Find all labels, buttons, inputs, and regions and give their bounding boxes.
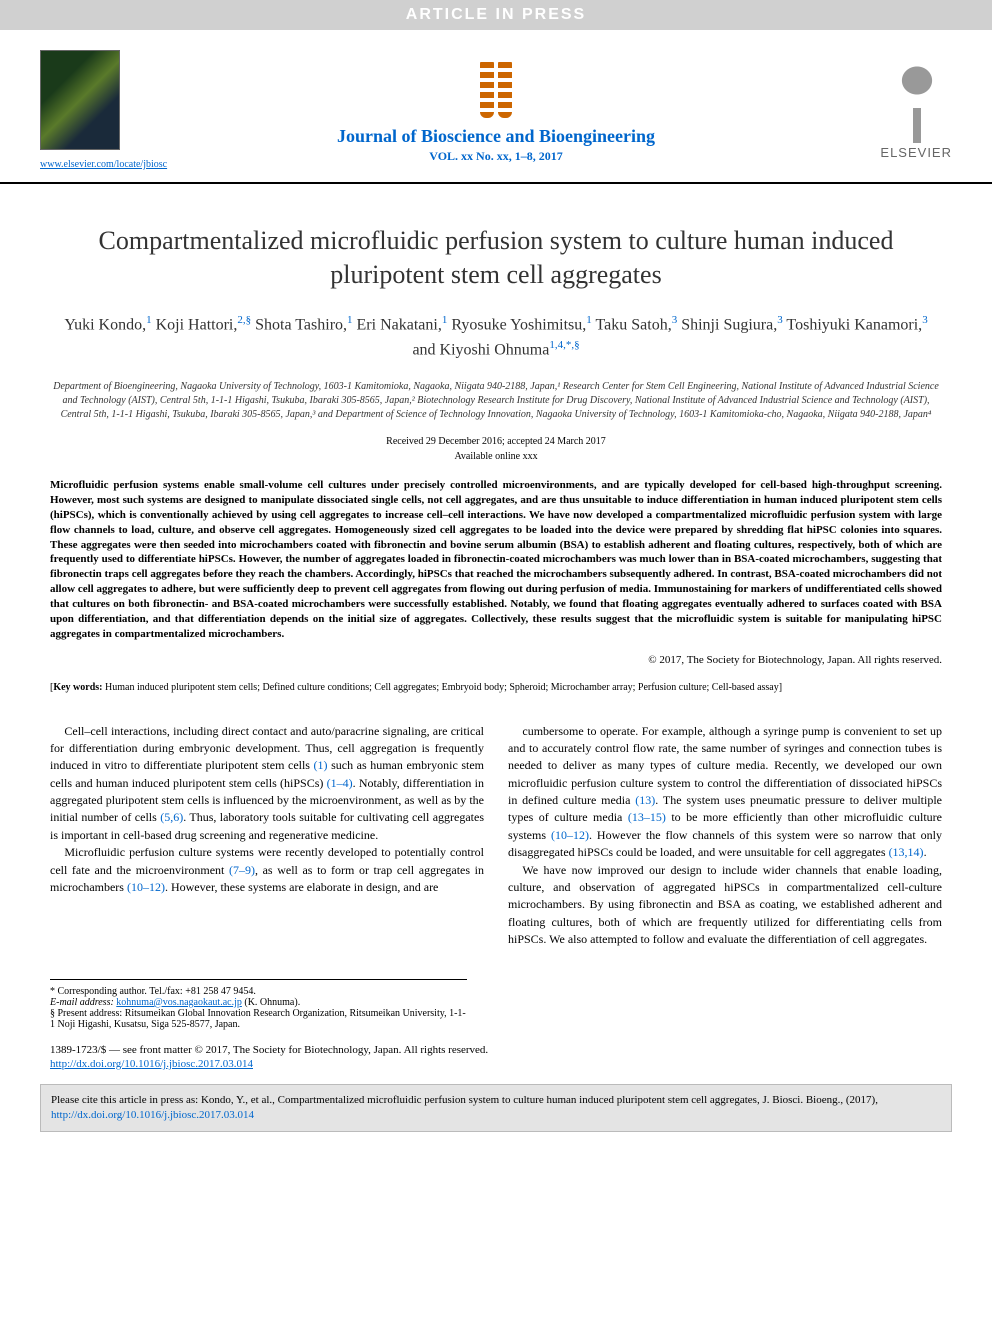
body-text: Cell–cell interactions, including direct…	[0, 713, 992, 969]
corresponding-email-link[interactable]: kohnuma@vos.nagaokaut.ac.jp	[116, 997, 242, 1008]
keywords-label: Key words:	[53, 682, 102, 693]
email-label: E-mail address:	[50, 997, 114, 1008]
journal-logo-icon	[466, 58, 526, 118]
author-list: Yuki Kondo,1 Koji Hattori,2,§ Shota Tash…	[0, 312, 992, 381]
journal-header: www.elsevier.com/locate/jbiosc Journal o…	[0, 30, 992, 184]
publisher-name: ELSEVIER	[852, 145, 952, 160]
elsevier-tree-icon	[882, 63, 952, 143]
available-online: Available online xxx	[0, 449, 992, 464]
footnotes: * Corresponding author. Tel./fax: +81 25…	[50, 979, 467, 1030]
journal-cover-block: www.elsevier.com/locate/jbiosc	[40, 50, 140, 172]
citation-box: Please cite this article in press as: Ko…	[40, 1084, 952, 1133]
doi-link[interactable]: http://dx.doi.org/10.1016/j.jbiosc.2017.…	[50, 1058, 253, 1070]
column-left: Cell–cell interactions, including direct…	[50, 723, 484, 949]
abstract-copyright: © 2017, The Society for Biotechnology, J…	[0, 648, 992, 672]
email-attribution: (K. Ohnuma).	[244, 997, 300, 1008]
citation-doi: http://dx.doi.org/10.1016/j.jbiosc.2017.…	[51, 1109, 254, 1121]
corresponding-author: * Corresponding author. Tel./fax: +81 25…	[50, 986, 467, 997]
issn-line: 1389-1723/$ — see front matter © 2017, T…	[0, 1030, 992, 1058]
journal-name: Journal of Bioscience and Bioengineering	[140, 126, 852, 147]
publisher-block: ELSEVIER	[852, 63, 952, 160]
present-address: § Present address: Ritsumeikan Global In…	[50, 1008, 467, 1030]
citation-text: Please cite this article in press as: Ko…	[51, 1094, 878, 1106]
keywords-list: Human induced pluripotent stem cells; De…	[105, 682, 782, 693]
journal-title-block: Journal of Bioscience and Bioengineering…	[140, 58, 852, 164]
journal-cover-image	[40, 50, 120, 150]
keywords: [Key words: Human induced pluripotent st…	[0, 672, 992, 713]
column-right: cumbersome to operate. For example, alth…	[508, 723, 942, 949]
article-in-press-banner: ARTICLE IN PRESS	[0, 0, 992, 30]
email-line: E-mail address: kohnuma@vos.nagaokaut.ac…	[50, 997, 467, 1008]
abstract: Microfluidic perfusion systems enable sm…	[0, 464, 992, 647]
doi-line: http://dx.doi.org/10.1016/j.jbiosc.2017.…	[0, 1058, 992, 1084]
article-title: Compartmentalized microfluidic perfusion…	[0, 184, 992, 312]
received-date: Received 29 December 2016; accepted 24 M…	[0, 434, 992, 449]
affiliations: Department of Bioengineering, Nagaoka Un…	[0, 380, 992, 434]
journal-volume: VOL. xx No. xx, 1–8, 2017	[140, 149, 852, 164]
